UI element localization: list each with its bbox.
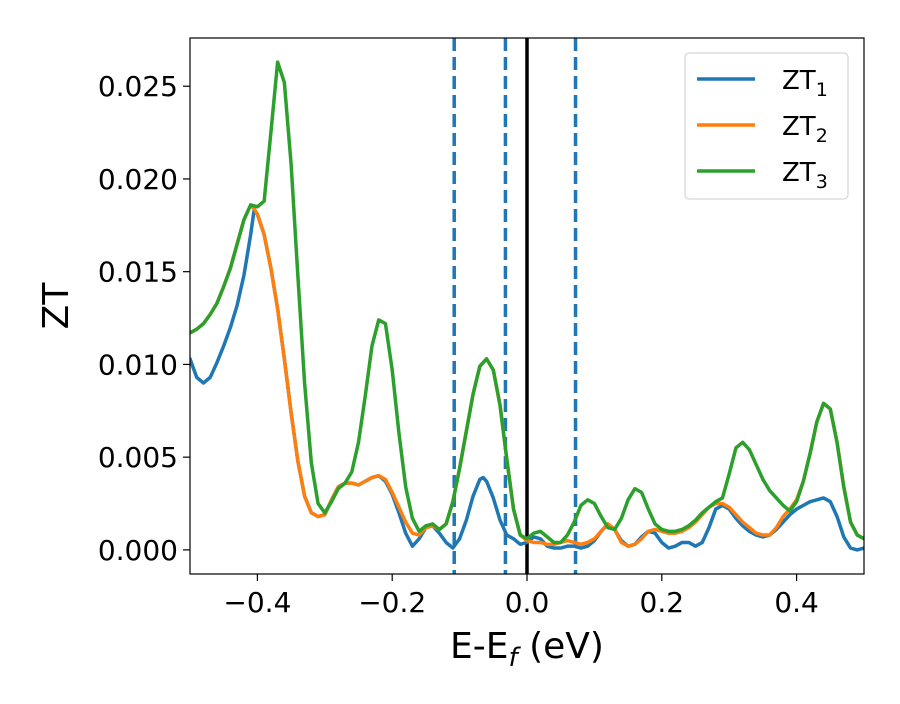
y-tick-label: 0.010 — [98, 348, 178, 381]
y-tick-label: 0.005 — [98, 441, 178, 474]
y-tick-label: 0.015 — [98, 256, 178, 289]
y-axis-label: ZT — [36, 282, 77, 330]
reference-lines — [452, 38, 578, 574]
legend-box — [684, 52, 849, 200]
legend: ZT1 ZT2 ZT3 — [684, 52, 849, 200]
legend-label-zt1: ZT1 — [782, 66, 828, 101]
x-tick-label: 0.2 — [640, 586, 685, 619]
x-axis-label: E-Ef (eV) — [450, 626, 604, 673]
series-line-zt3 — [190, 60, 864, 545]
y-tick-label: 0.025 — [98, 70, 178, 103]
y-tick-label: 0.020 — [98, 163, 178, 196]
x-tick-label: −0.4 — [223, 586, 291, 619]
x-tick-label: −0.2 — [358, 586, 426, 619]
legend-label-zt2: ZT2 — [782, 112, 828, 147]
series-group — [190, 60, 864, 552]
legend-label-zt3: ZT3 — [782, 158, 828, 193]
y-axis-ticks: 0.000 0.005 0.010 0.015 0.020 0.025 — [98, 70, 190, 567]
x-axis-ticks: −0.4 −0.2 0.0 0.2 0.4 — [223, 574, 819, 619]
x-tick-label: 0.0 — [505, 586, 550, 619]
x-tick-label: 0.4 — [774, 586, 819, 619]
y-tick-label: 0.000 — [98, 534, 178, 567]
